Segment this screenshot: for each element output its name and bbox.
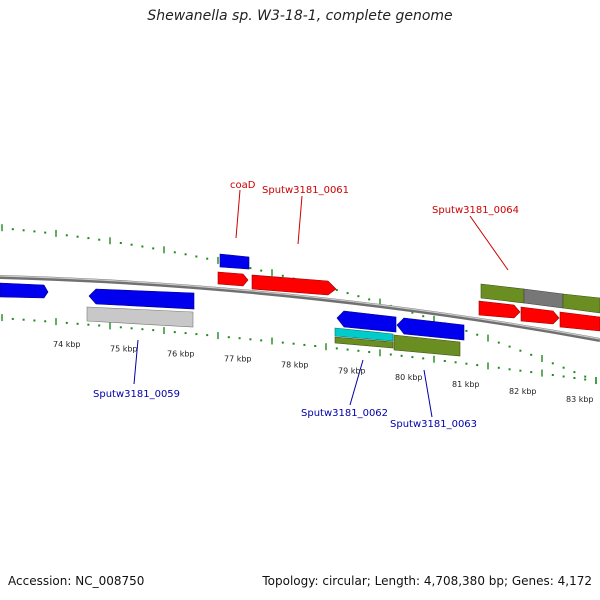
scale-label: 75 kbp	[110, 344, 138, 353]
cds-bar-0063[interactable]	[393, 334, 461, 357]
cds-bar-right-1[interactable]	[480, 283, 525, 304]
genome-backbone	[0, 275, 600, 342]
scale-label: 82 kbp	[509, 387, 537, 396]
gene-arrow-forward-2[interactable]	[520, 306, 560, 325]
gene-arrow-forward-3[interactable]	[559, 311, 600, 332]
cds-bar-right-2[interactable]	[562, 293, 600, 314]
gray-bar-right[interactable]	[523, 288, 564, 309]
label-sputw3181-0062[interactable]: Sputw3181_0062	[301, 408, 388, 419]
gene-arrow-coaD[interactable]	[217, 271, 249, 287]
label-coaD[interactable]: coaD	[230, 180, 256, 191]
callout-line-0059	[133, 339, 139, 385]
gene-arrow-sputw3181-0059[interactable]	[88, 288, 195, 310]
scale-label: 78 kbp	[281, 360, 309, 369]
label-sputw3181-0063[interactable]: Sputw3181_0063	[390, 419, 477, 430]
callout-line-0063	[423, 369, 433, 418]
accession-text: Accession: NC_008750	[8, 574, 145, 588]
genome-summary-text: Topology: circular; Length: 4,708,380 bp…	[262, 574, 592, 588]
gene-arrow-sputw3181-0061[interactable]	[251, 274, 337, 296]
scale-label: 80 kbp	[395, 373, 423, 382]
genome-backbone-highlight	[0, 275, 600, 340]
label-sputw3181-0064[interactable]: Sputw3181_0064	[432, 205, 519, 216]
gene-arrow-reverse-small[interactable]	[219, 253, 250, 270]
gene-arrow-forward-1[interactable]	[478, 300, 521, 319]
scale-labels: 74 kbp 75 kbp 76 kbp 77 kbp 78 kbp 79 kbp 80 k…	[53, 340, 594, 404]
gene-arrow-sputw3181-0063[interactable]	[396, 317, 465, 341]
scale-ticks-bottom	[1, 314, 597, 384]
callout-line-0062	[349, 359, 364, 406]
callout-line-0061	[297, 195, 303, 245]
callout-line-coaD	[235, 189, 241, 239]
scale-label: 76 kbp	[167, 349, 195, 358]
scale-label: 74 kbp	[53, 340, 81, 349]
gene-arrow-sputw3181-0062[interactable]	[336, 310, 397, 333]
scale-label: 77 kbp	[224, 355, 252, 364]
cds-bar-0062[interactable]	[334, 336, 394, 349]
scale-label: 79 kbp	[338, 367, 366, 376]
callout-line-0064	[469, 215, 509, 271]
gene-arrow-reverse-left[interactable]	[0, 282, 49, 299]
genome-title: Shewanella sp. W3-18-1, complete genome	[147, 8, 453, 24]
label-sputw3181-0061[interactable]: Sputw3181_0061	[262, 185, 349, 196]
label-sputw3181-0059[interactable]: Sputw3181_0059	[93, 389, 180, 400]
gray-bar-0059[interactable]	[86, 306, 194, 328]
rna-bar-0062[interactable]	[334, 327, 394, 342]
scale-label: 81 kbp	[452, 380, 480, 389]
scale-label: 83 kbp	[566, 395, 594, 404]
